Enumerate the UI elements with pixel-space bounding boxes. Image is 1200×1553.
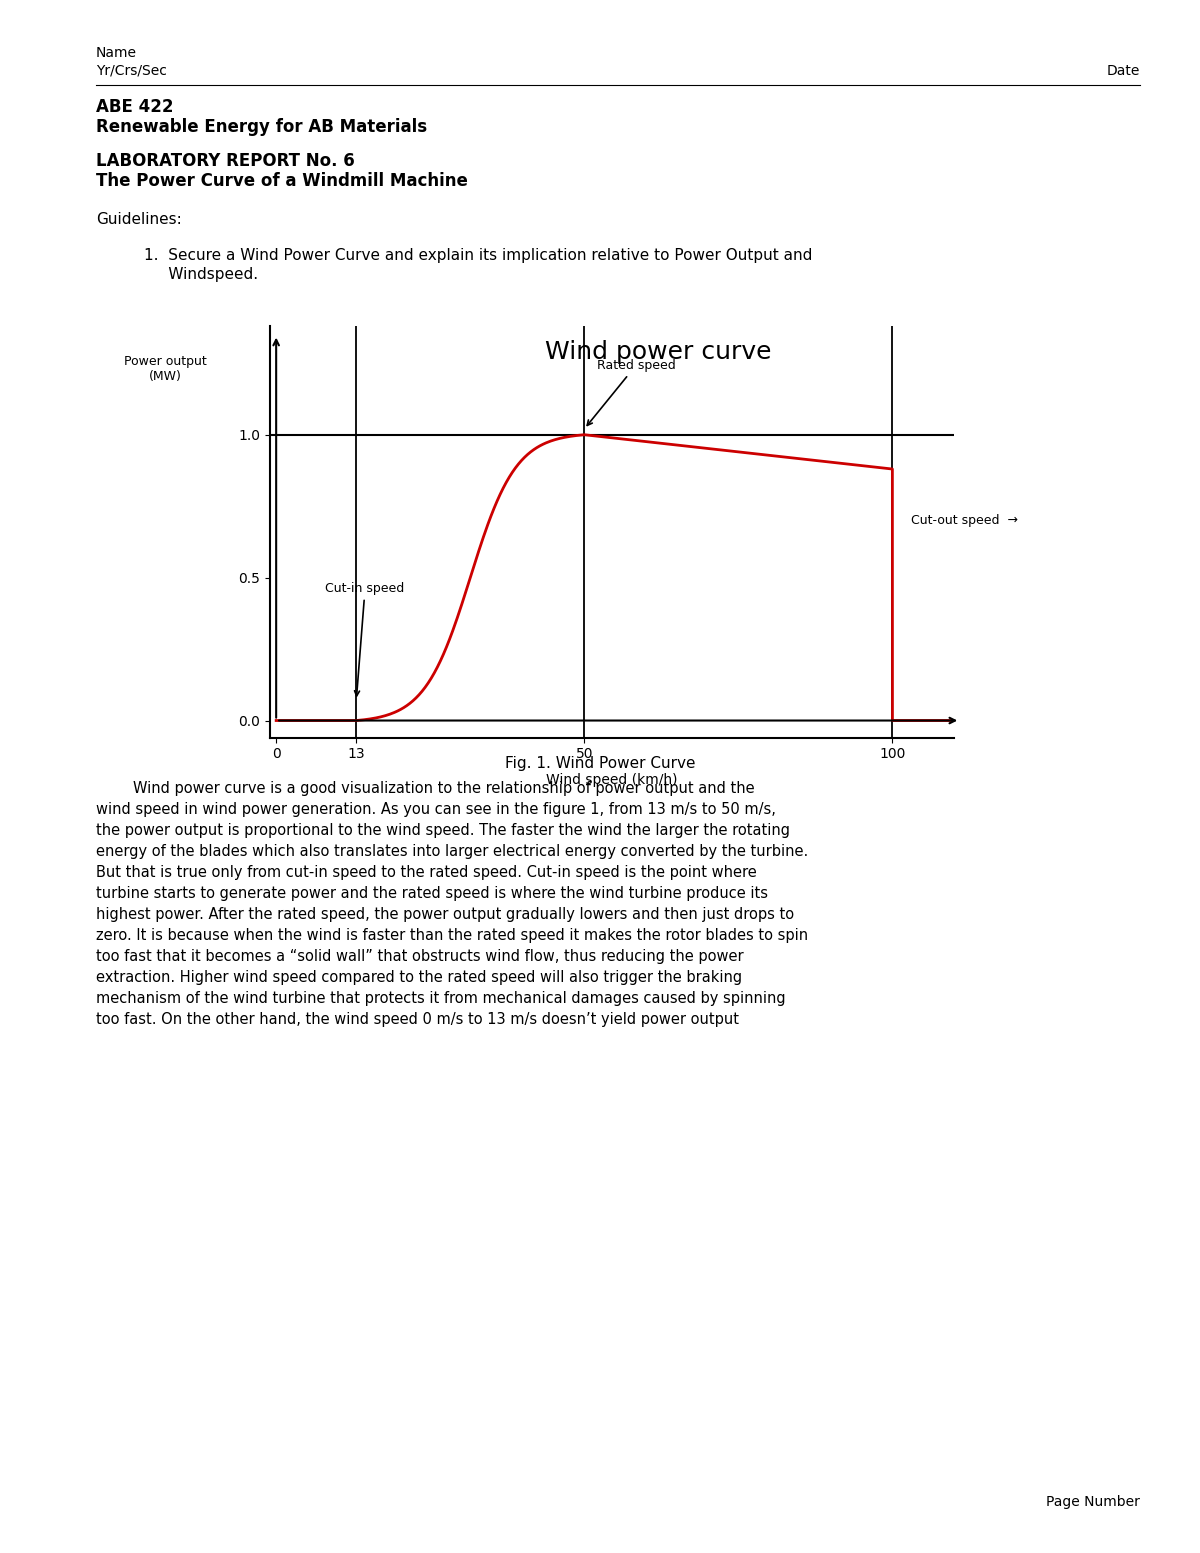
Text: Wind power curve is a good visualization to the relationship of power output and: Wind power curve is a good visualization… [96, 781, 755, 797]
Text: ABE 422: ABE 422 [96, 98, 174, 116]
X-axis label: Wind speed (km/h): Wind speed (km/h) [546, 772, 678, 786]
Text: the power output is proportional to the wind speed. The faster the wind the larg: the power output is proportional to the … [96, 823, 790, 839]
Text: Power output
(MW): Power output (MW) [124, 354, 206, 382]
Text: Date: Date [1106, 64, 1140, 78]
Text: Name: Name [96, 47, 137, 61]
Text: highest power. After the rated speed, the power output gradually lowers and then: highest power. After the rated speed, th… [96, 907, 794, 922]
Text: The Power Curve of a Windmill Machine: The Power Curve of a Windmill Machine [96, 172, 468, 191]
Text: too fast. On the other hand, the wind speed 0 m/s to 13 m/s doesn’t yield power : too fast. On the other hand, the wind sp… [96, 1013, 739, 1027]
Text: But that is true only from cut-in speed to the rated speed. Cut-in speed is the : But that is true only from cut-in speed … [96, 865, 757, 881]
Text: turbine starts to generate power and the rated speed is where the wind turbine p: turbine starts to generate power and the… [96, 885, 768, 901]
Text: Cut-in speed: Cut-in speed [325, 582, 404, 696]
Text: extraction. Higher wind speed compared to the rated speed will also trigger the : extraction. Higher wind speed compared t… [96, 969, 742, 985]
Text: Rated speed: Rated speed [587, 359, 676, 426]
Text: 1.  Secure a Wind Power Curve and explain its implication relative to Power Outp: 1. Secure a Wind Power Curve and explain… [144, 248, 812, 264]
Text: energy of the blades which also translates into larger electrical energy convert: energy of the blades which also translat… [96, 845, 809, 859]
Text: zero. It is because when the wind is faster than the rated speed it makes the ro: zero. It is because when the wind is fas… [96, 929, 808, 943]
Text: Cut-out speed  →: Cut-out speed → [911, 514, 1018, 526]
Text: mechanism of the wind turbine that protects it from mechanical damages caused by: mechanism of the wind turbine that prote… [96, 991, 786, 1006]
Text: Yr/Crs/Sec: Yr/Crs/Sec [96, 64, 167, 78]
Text: Renewable Energy for AB Materials: Renewable Energy for AB Materials [96, 118, 427, 137]
Text: Fig. 1. Wind Power Curve: Fig. 1. Wind Power Curve [505, 756, 695, 772]
Text: wind speed in wind power generation. As you can see in the figure 1, from 13 m/s: wind speed in wind power generation. As … [96, 801, 776, 817]
Text: LABORATORY REPORT No. 6: LABORATORY REPORT No. 6 [96, 152, 355, 171]
Text: Wind power curve: Wind power curve [545, 340, 772, 365]
Text: Page Number: Page Number [1046, 1496, 1140, 1510]
Text: too fast that it becomes a “solid wall” that obstructs wind flow, thus reducing : too fast that it becomes a “solid wall” … [96, 949, 744, 964]
Text: Windspeed.: Windspeed. [144, 267, 258, 283]
Text: Guidelines:: Guidelines: [96, 211, 181, 227]
